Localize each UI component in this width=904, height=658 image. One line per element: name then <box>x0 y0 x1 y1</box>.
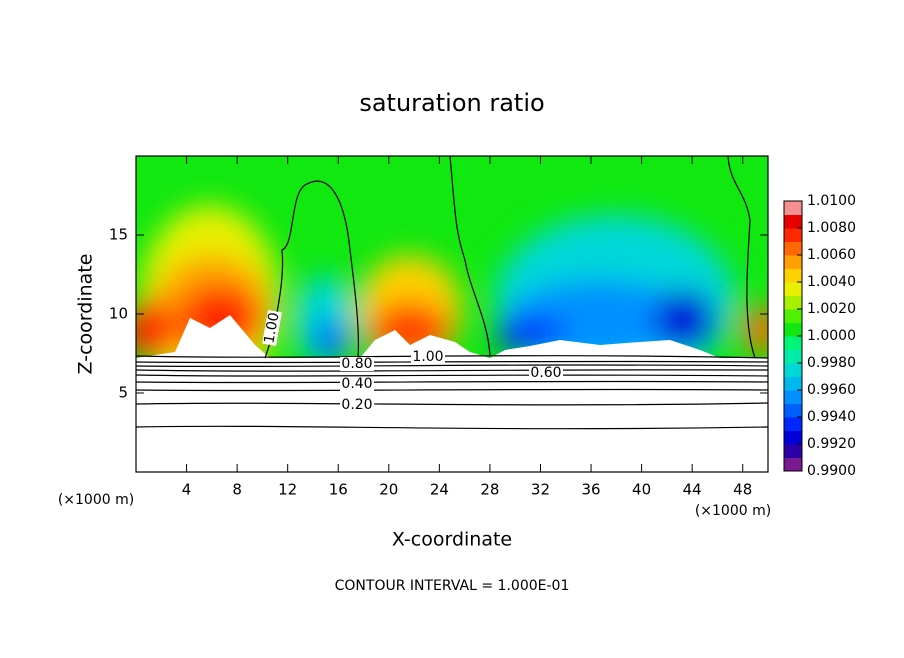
contour-label-bg <box>340 377 374 391</box>
colorbar-tick-label: 1.0000 <box>807 328 856 344</box>
x-tick-label: 8 <box>232 481 242 499</box>
colorbar-band <box>784 255 802 269</box>
colorbar-tick-label: 0.9960 <box>807 382 856 398</box>
x-tick-label: 16 <box>329 481 348 499</box>
contour-label: 1.00 <box>261 311 282 344</box>
x-tick-label: 4 <box>182 481 192 499</box>
colorbar-band <box>784 282 802 296</box>
x-tick-label: 28 <box>480 481 499 499</box>
x-tick-label: 24 <box>430 481 449 499</box>
x-tick-label: 48 <box>733 481 752 499</box>
chart-title: saturation ratio <box>359 89 544 117</box>
colorbar-band <box>784 214 802 229</box>
x-tick-label: 32 <box>531 481 550 499</box>
contour-label-bg <box>529 366 563 380</box>
x-tick-label: 36 <box>581 481 600 499</box>
colorbar-tick-label: 1.0080 <box>807 220 856 236</box>
colorbar-band <box>784 390 802 404</box>
colorbar-tick-label: 1.0040 <box>807 274 856 290</box>
contour-label: 0.20 <box>341 397 372 413</box>
contour-label: 0.80 <box>341 356 372 372</box>
annotation: CONTOUR INTERVAL = 1.000E-01 <box>335 578 570 594</box>
field <box>136 156 768 472</box>
y-unit: (×1000 m) <box>58 492 134 508</box>
y-tick-label: 5 <box>118 384 128 402</box>
colorbar-tick-label: 0.9940 <box>807 409 856 425</box>
colorbar-tick-label: 0.9980 <box>807 355 856 371</box>
colorbar-band <box>784 376 802 391</box>
x-tick-label: 44 <box>683 481 702 499</box>
colorbar-tick-label: 1.0100 <box>807 193 856 209</box>
colorbar-band <box>784 295 802 310</box>
contour-label: 0.40 <box>341 376 372 392</box>
y-tick-label: 10 <box>109 305 128 323</box>
contour-label: 1.00 <box>412 349 443 365</box>
colorbar-tick-label: 1.0060 <box>807 247 856 263</box>
colorbar-band <box>784 457 802 472</box>
contour-label: 0.60 <box>530 365 561 381</box>
colorbar-band <box>784 417 802 431</box>
y-axis-label: Z-coordinate <box>75 254 97 375</box>
contour-label-bg <box>340 398 374 412</box>
x-unit: (×1000 m) <box>695 503 771 519</box>
colorbar-band <box>784 430 802 445</box>
colorbar-band <box>784 268 802 283</box>
colorbar-band <box>784 349 802 364</box>
contour-label-bg <box>411 350 445 364</box>
colorbar-band <box>784 241 802 256</box>
colorbar-band <box>784 336 802 350</box>
colorbar-band <box>784 363 802 377</box>
x-tick-label: 12 <box>278 481 297 499</box>
y-tick-label: 15 <box>109 226 128 244</box>
colorbar-tick-label: 0.9900 <box>807 463 856 479</box>
colorbar-band <box>784 201 802 215</box>
x-tick-label: 20 <box>379 481 398 499</box>
x-tick-label: 40 <box>632 481 651 499</box>
colorbar-band <box>784 228 802 242</box>
colorbar-band <box>784 403 802 418</box>
contour-label-bg <box>340 357 374 371</box>
colorbar-band <box>784 444 802 458</box>
colorbar-band <box>784 309 802 323</box>
colorbar-band <box>784 322 802 337</box>
x-axis-label: X-coordinate <box>392 529 512 551</box>
colorbar-tick-label: 0.9920 <box>807 436 856 452</box>
colorbar-tick-label: 1.0020 <box>807 301 856 317</box>
contour-label-bg <box>262 310 282 346</box>
